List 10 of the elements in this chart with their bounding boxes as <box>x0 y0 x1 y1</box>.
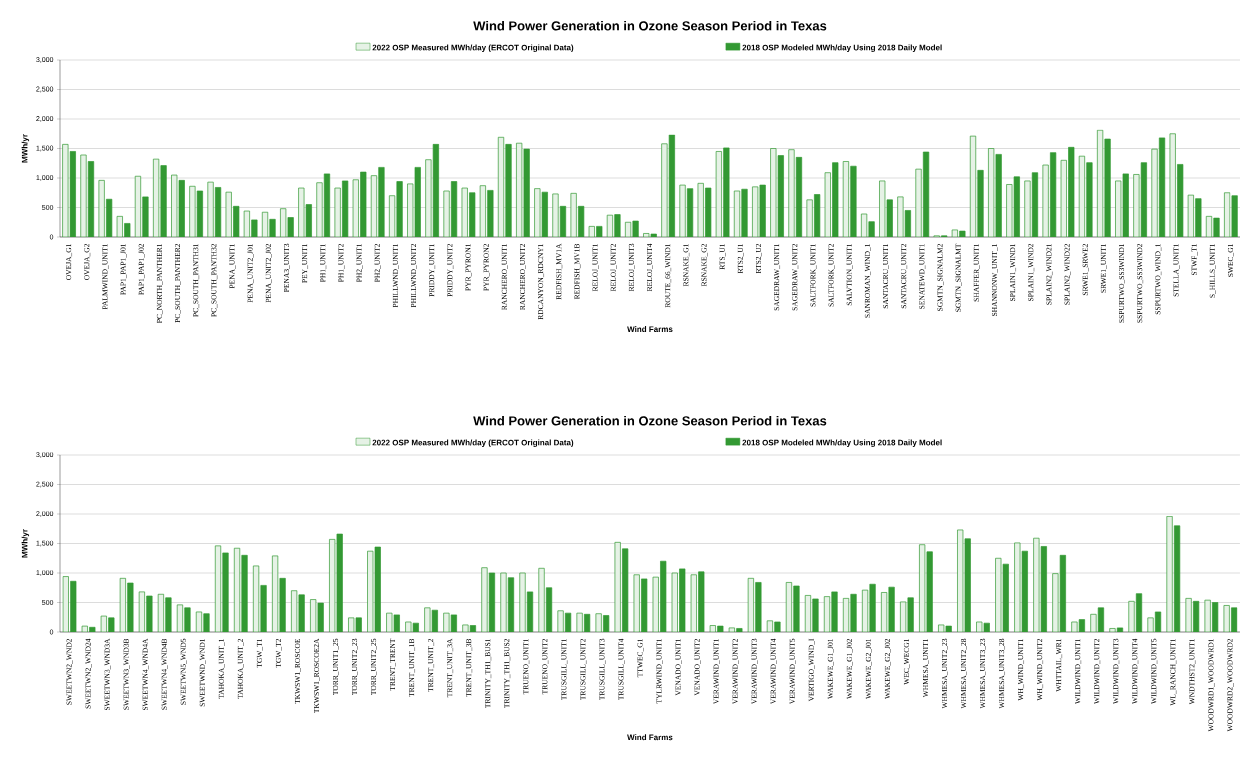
legend-label: 2022 OSP Measured MWh/day (ERCOT Original Data) <box>372 44 574 52</box>
x-axis-title: Wind Farms <box>627 326 673 332</box>
legend-label: 2022 OSP Measured MWh/day (ERCOT Original Data) <box>372 439 574 447</box>
legend-label: 2018 OSP Modeled MWh/day Using 2018 Daily Model <box>742 44 942 52</box>
chart-title: Wind Power Generation in Ozone Season Period in Texas <box>473 20 827 31</box>
chart-title: Wind Power Generation in Ozone Season Period in Texas <box>473 415 827 426</box>
x-axis-title: Wind Farms <box>627 734 673 741</box>
y-axis-title: MWh/yr <box>21 529 30 558</box>
y-axis-title: MWh/yr <box>21 134 30 163</box>
legend-label: 2018 OSP Modeled MWh/day Using 2018 Daily Model <box>742 439 942 447</box>
